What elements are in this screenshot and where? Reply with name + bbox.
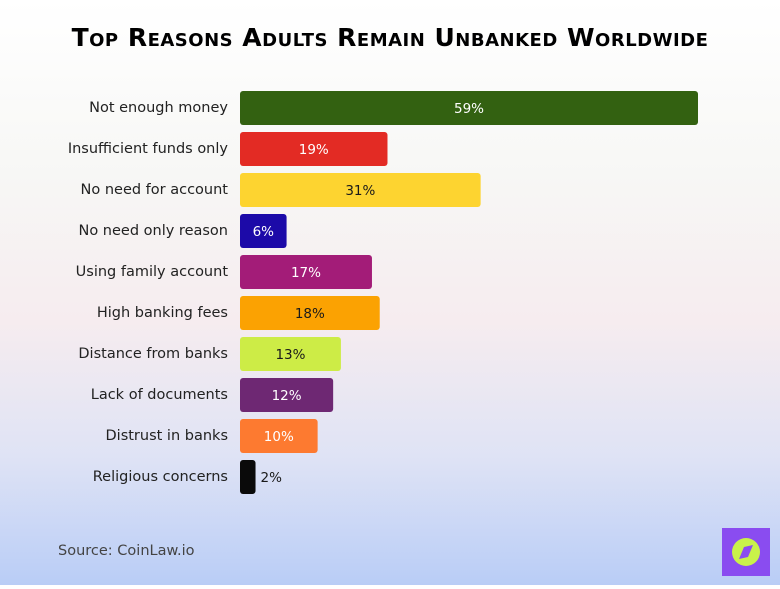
bar <box>240 296 380 330</box>
chart-title: Top Reasons Adults Remain Unbanked World… <box>72 23 709 52</box>
bar <box>240 419 318 453</box>
category-label: Religious concerns <box>93 469 228 485</box>
source-note: Source: CoinLaw.io <box>58 543 195 559</box>
value-label: 6% <box>253 224 275 240</box>
category-label: Insufficient funds only <box>68 141 229 157</box>
bar <box>240 132 388 166</box>
category-label: Lack of documents <box>91 387 228 403</box>
bar <box>240 173 481 207</box>
category-label: High banking fees <box>97 305 228 321</box>
value-label: 2% <box>261 470 283 486</box>
category-label: Distance from banks <box>78 346 228 362</box>
value-label: 59% <box>454 101 484 117</box>
value-label: 17% <box>291 265 321 281</box>
bar <box>240 255 372 289</box>
category-label: Distrust in banks <box>106 428 229 444</box>
value-label: 12% <box>272 388 302 404</box>
bar <box>240 214 287 248</box>
category-label: No need only reason <box>78 223 228 239</box>
value-label: 19% <box>299 142 329 158</box>
category-label: Using family account <box>76 264 229 280</box>
bar <box>240 460 256 494</box>
bar <box>240 337 341 371</box>
bar <box>240 91 698 125</box>
value-label: 18% <box>295 306 325 322</box>
value-label: 13% <box>275 347 305 363</box>
logo <box>722 528 770 576</box>
value-label: 10% <box>264 429 294 445</box>
category-label: Not enough money <box>89 100 228 116</box>
bar <box>240 378 334 412</box>
category-label: No need for account <box>81 182 229 198</box>
value-label: 31% <box>345 183 375 199</box>
